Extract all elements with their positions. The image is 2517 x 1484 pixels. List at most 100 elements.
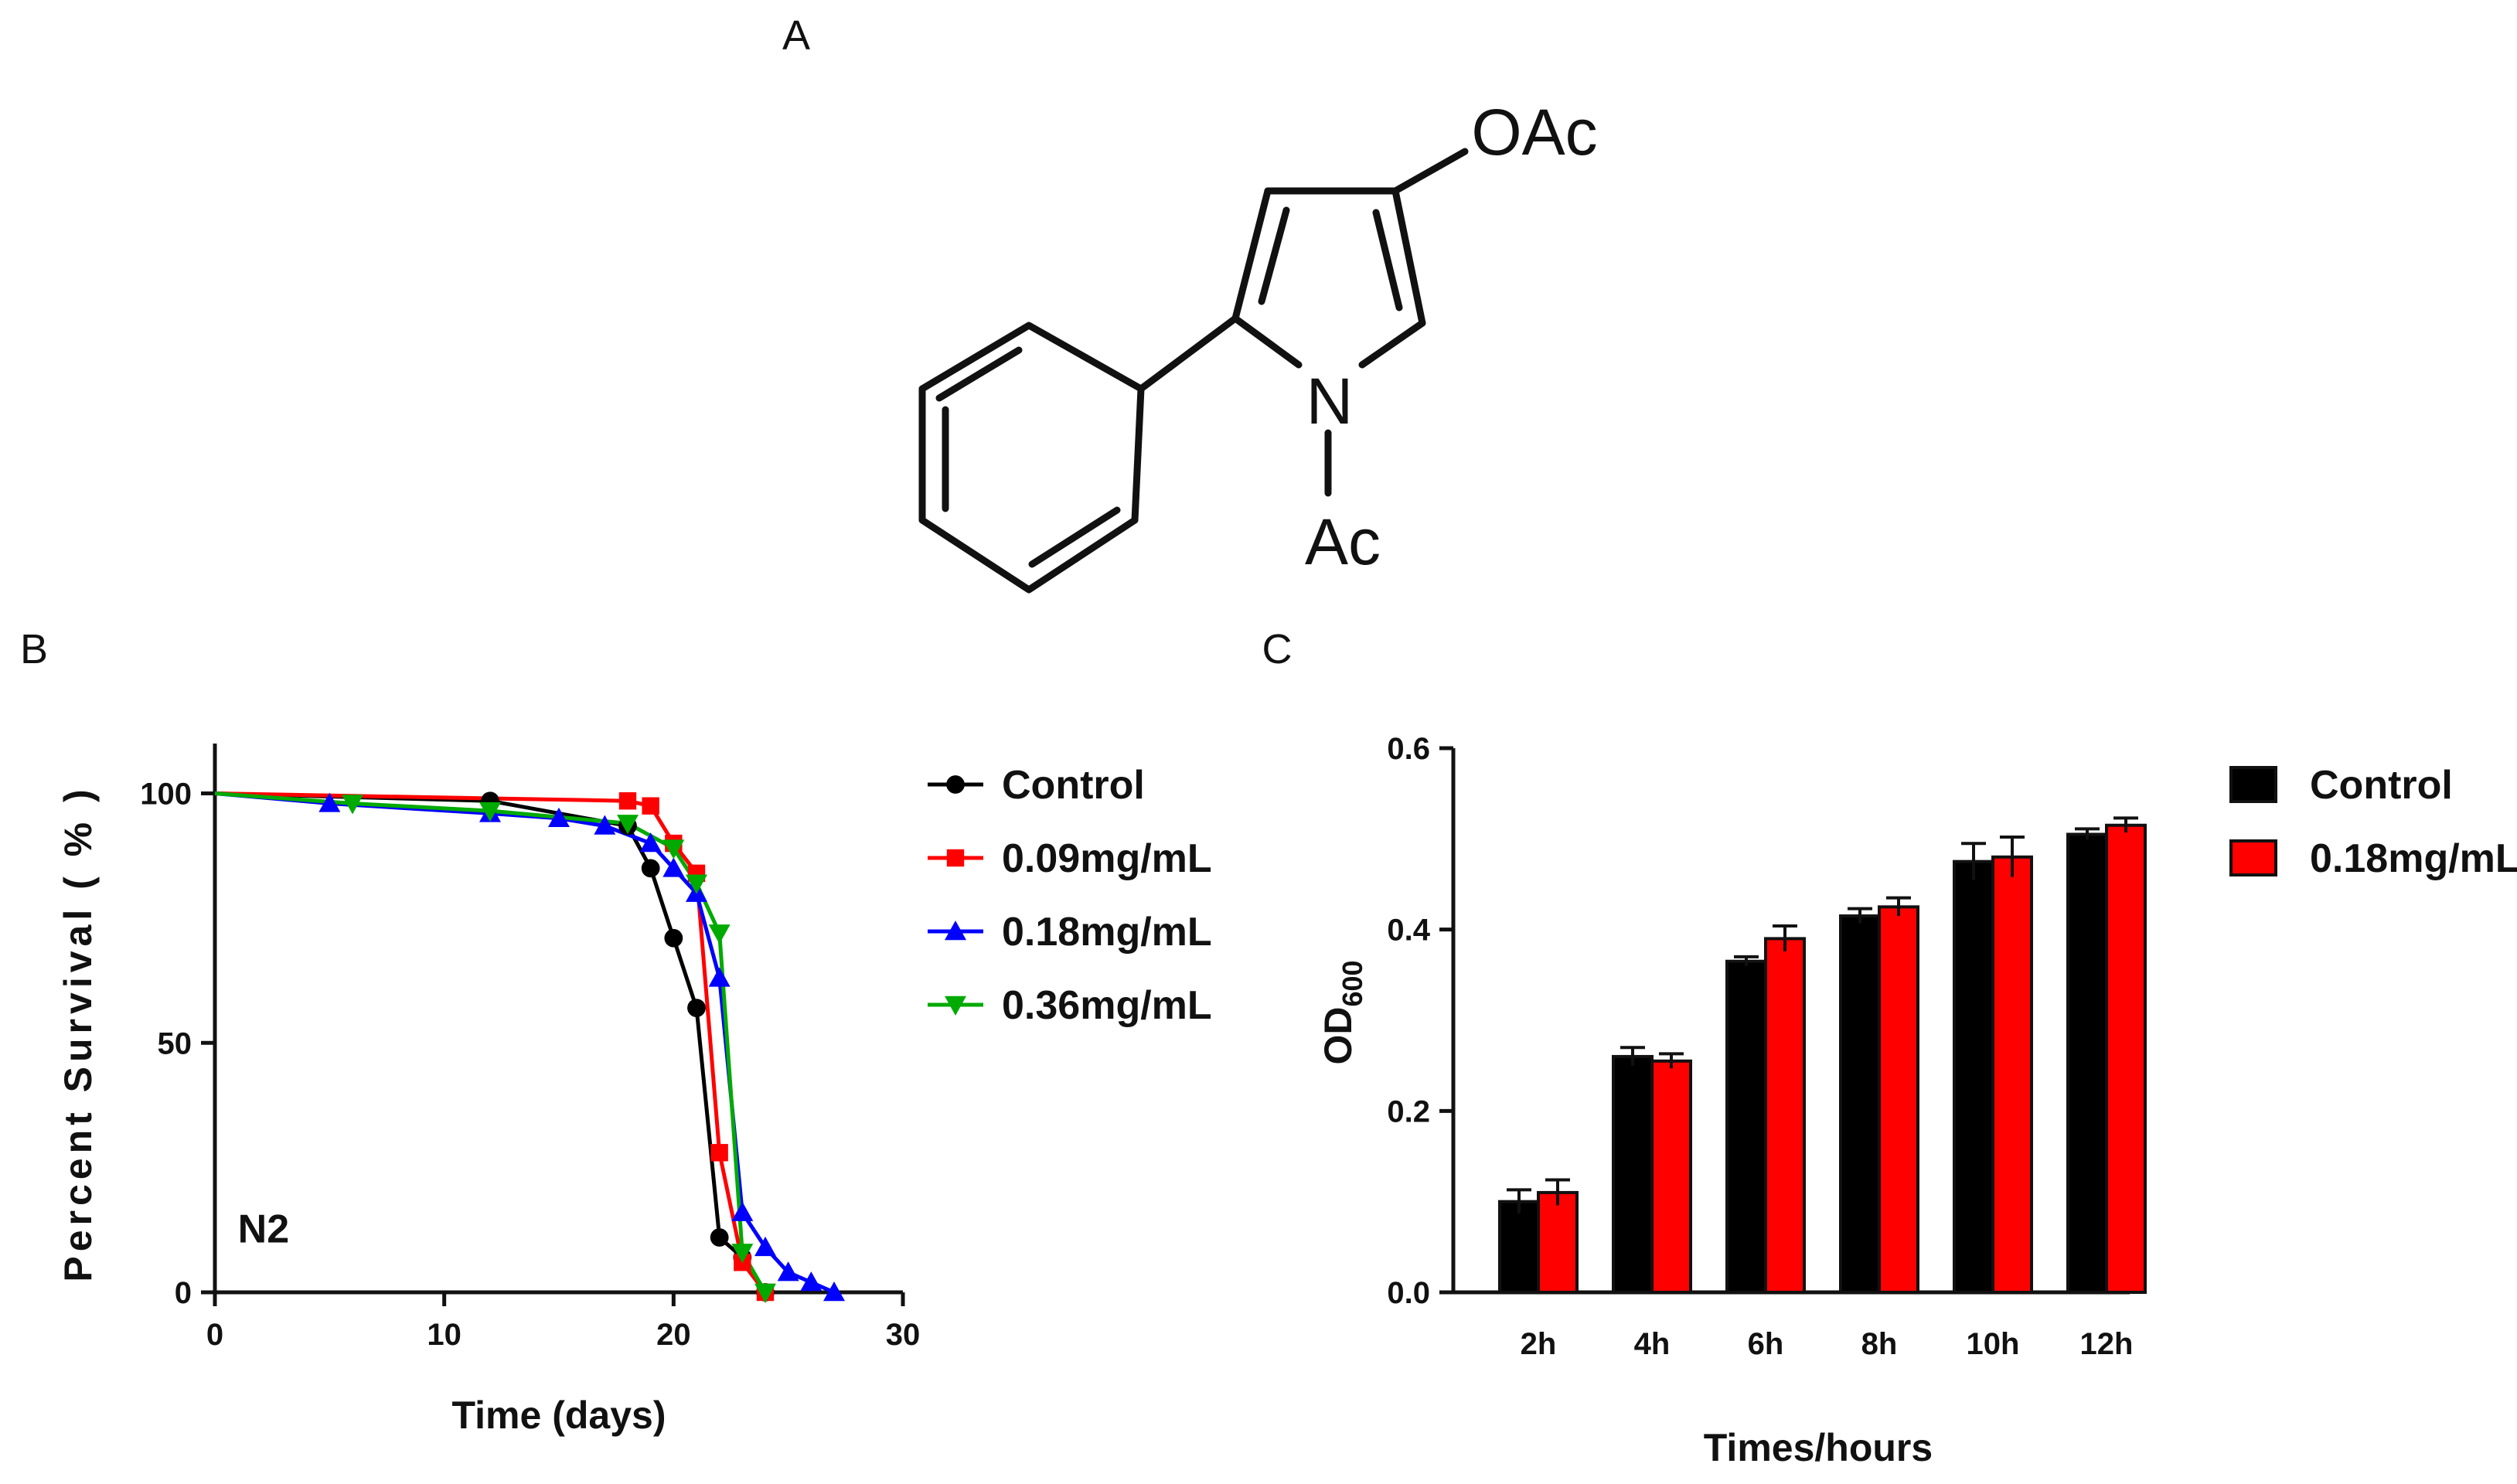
nitrogen-label: N	[1306, 365, 1354, 437]
survival-line-series-0	[214, 791, 768, 1294]
survival-point-series-2	[800, 1271, 823, 1292]
survival-point-series-0	[710, 1228, 729, 1247]
panel-b-label: B	[20, 626, 48, 672]
survival-chart: 0 10 20 30 0 50 100 N2 Time (days) Percent Sur…	[56, 744, 1212, 1437]
survival-x-tick-label: 30	[886, 1318, 921, 1352]
survival-legend-label-0: Control	[1002, 763, 1145, 808]
survival-point-series-3	[662, 839, 685, 859]
survival-y-tick-label: 50	[158, 1026, 192, 1060]
od-bar-series-1	[1878, 905, 1919, 1295]
survival-point-series-1	[618, 792, 637, 810]
survival-y-tick-label: 100	[140, 778, 192, 812]
survival-point-series-3	[479, 802, 501, 822]
ring-bond-n-c2	[1231, 315, 1303, 369]
od-y-axis-label-main: OD	[1316, 1007, 1360, 1065]
ring-bond-c2-c3	[1231, 187, 1272, 322]
od-bars	[1498, 816, 2147, 1295]
od-x-axis-label: Times/hours	[1704, 1426, 1933, 1469]
od-y-tick-label: 0.4	[1387, 914, 1430, 948]
survival-point-series-2	[639, 832, 662, 853]
od-legend: Control 0.18mg/mL	[2229, 763, 2517, 881]
od-legend-label-0: Control	[2310, 763, 2453, 808]
od-x-tick-label: 10h	[1967, 1327, 2020, 1361]
od-y-tick-label: 0.6	[1387, 732, 1430, 766]
oac-label: OAc	[1471, 96, 1597, 168]
survival-point-series-3	[617, 815, 639, 835]
survival-line-series-1	[214, 791, 767, 1294]
survival-point-series-2	[662, 857, 685, 877]
survival-point-series-2	[318, 792, 341, 812]
survival-point-series-3	[686, 874, 707, 894]
survival-line-series-2	[214, 791, 835, 1295]
benzene-ring	[918, 322, 1145, 594]
od-x-tick-label: 6h	[1748, 1327, 1784, 1361]
survival-point-series-0	[641, 859, 660, 878]
ring-double-bond-left	[1258, 206, 1290, 305]
survival-ticks: 0 10 20 30 0 50 100	[140, 778, 920, 1352]
od-x-tick-label: 4h	[1634, 1327, 1671, 1361]
survival-line-series-3	[214, 791, 768, 1294]
ring-bond-c4-c5	[1391, 187, 1426, 327]
od-bar-series-0	[1612, 1054, 1654, 1295]
od-legend-swatch-0	[2229, 766, 2277, 803]
od-bar-chart: 0.0 0.2 0.4 0.6 2h 4h 6h 8h 10h 12h Times/hours O…	[1316, 732, 2517, 1469]
panel-a-label: A	[782, 12, 810, 59]
survival-x-tick-label: 20	[656, 1318, 691, 1352]
strain-annotation: N2	[238, 1207, 289, 1251]
survival-y-tick-label: 0	[175, 1276, 192, 1310]
od-y-axis-label: OD600	[1316, 960, 1368, 1064]
ac-label: Ac	[1305, 505, 1381, 578]
survival-x-axis-label: Time (days)	[452, 1394, 666, 1437]
od-y-axis-label-sub: 600	[1337, 960, 1368, 1006]
ring-double-bond-right	[1372, 209, 1403, 311]
survival-point-series-3	[342, 795, 363, 815]
od-legend-label-1: 0.18mg/mL	[2310, 836, 2517, 881]
survival-point-series-2	[708, 967, 731, 987]
benzene-double-3	[1028, 506, 1121, 568]
survival-x-tick-label: 0	[206, 1318, 223, 1352]
survival-point-series-2	[754, 1236, 776, 1257]
panel-c-label: C	[1262, 626, 1293, 672]
survival-x-tick-label: 10	[427, 1318, 462, 1352]
survival-point-series-3	[754, 1283, 776, 1303]
survival-legend-marker-0	[946, 775, 965, 794]
survival-legend-marker-1	[946, 849, 965, 867]
survival-point-series-2	[548, 807, 570, 828]
survival-point-series-2	[777, 1261, 799, 1281]
od-x-tick-label: 2h	[1521, 1327, 1557, 1361]
survival-point-series-2	[594, 815, 616, 835]
od-bar-series-0	[1953, 859, 1994, 1294]
survival-legend-marker-3	[945, 996, 966, 1016]
od-ticks: 0.0 0.2 0.4 0.6 2h 4h 6h 8h 10h 12h	[1387, 732, 2133, 1361]
od-bar-series-0	[1839, 914, 1881, 1294]
survival-axes	[213, 744, 903, 1295]
od-bar-series-1	[1537, 1190, 1579, 1295]
survival-legend-label-2: 0.18mg/mL	[1002, 910, 1212, 955]
survival-legend-label-1: 0.09mg/mL	[1002, 836, 1212, 881]
survival-point-series-0	[687, 999, 706, 1017]
ring-bond-c5-n	[1358, 319, 1426, 369]
survival-point-series-1	[642, 797, 659, 815]
od-legend-swatch-1	[2229, 839, 2277, 876]
survival-point-series-0	[664, 928, 683, 948]
od-bar-series-0	[1725, 959, 1767, 1294]
od-bar-series-1	[1991, 855, 2033, 1295]
od-y-tick-label: 0.0	[1387, 1276, 1430, 1310]
od-x-tick-label: 12h	[2080, 1327, 2134, 1361]
survival-legend-label-3: 0.36mg/mL	[1002, 983, 1212, 1028]
survival-point-series-2	[731, 1201, 754, 1221]
od-bar-series-1	[2105, 823, 2147, 1294]
survival-point-series-2	[823, 1281, 845, 1302]
survival-point-series-3	[731, 1244, 754, 1264]
survival-point-series-1	[710, 1144, 728, 1162]
bond-to-oac	[1391, 148, 1469, 195]
bond-to-phenyl	[1137, 315, 1239, 393]
benzene-double-1	[935, 346, 1023, 402]
survival-legend: Control 0.09mg/mL 0.18mg/mL 0.36mg/mL	[928, 763, 1212, 1028]
od-x-tick-label: 8h	[1861, 1327, 1898, 1361]
od-bar-series-0	[2066, 832, 2108, 1294]
survival-legend-marker-2	[945, 921, 966, 941]
od-bar-series-0	[1498, 1200, 1540, 1294]
